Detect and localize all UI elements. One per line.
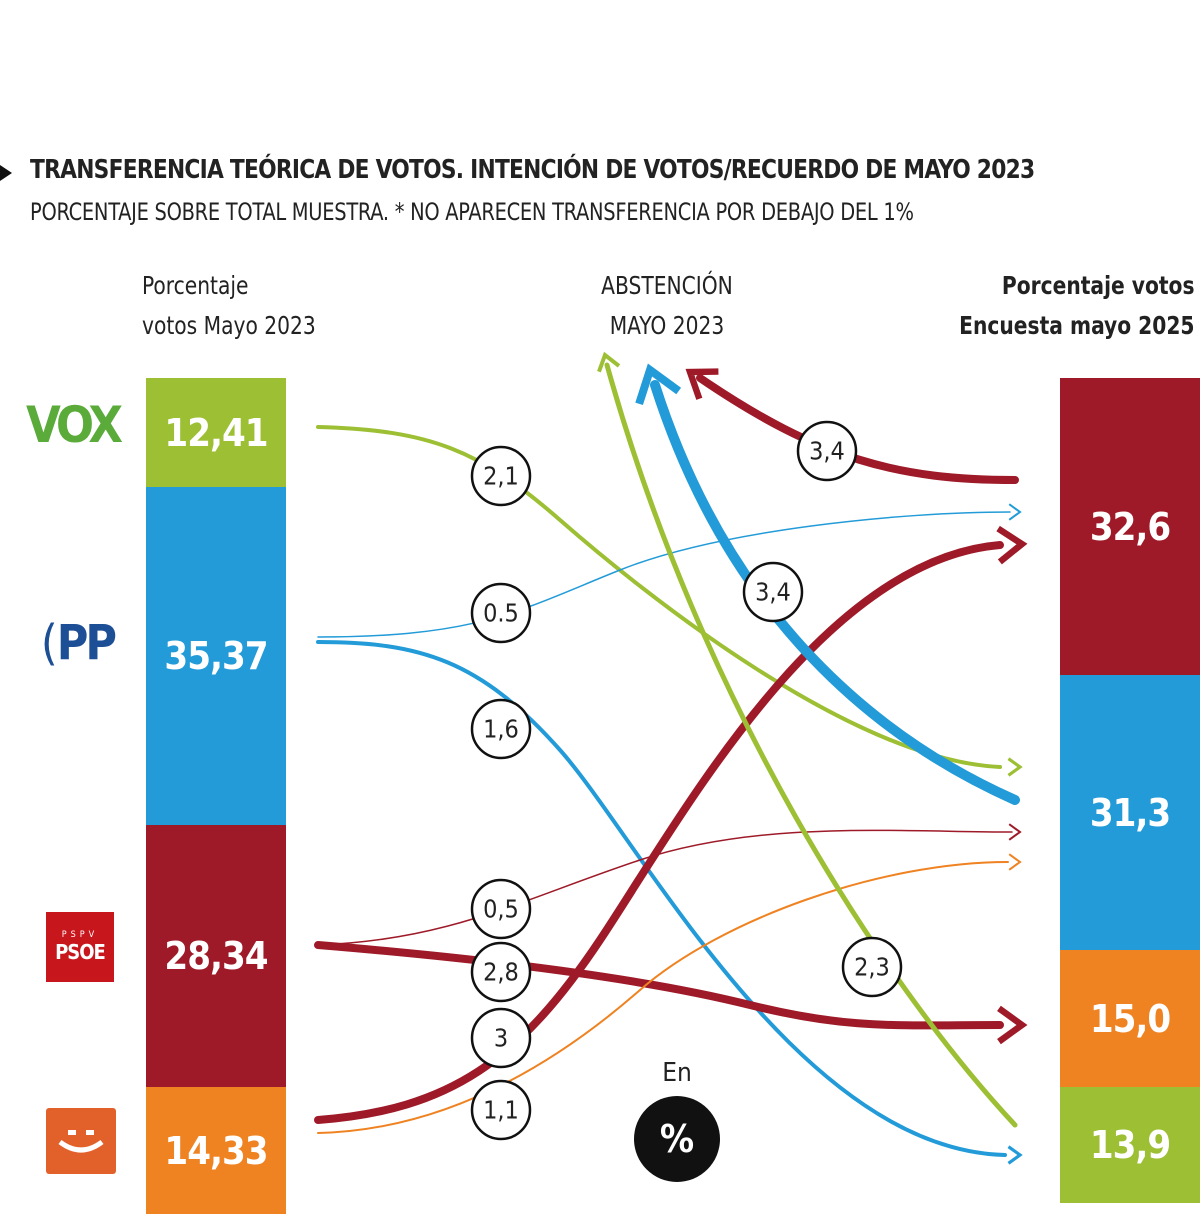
flow-pspv-psoe-to-pp: 0,5 [317, 823, 1022, 946]
unit-caption: En [662, 1058, 692, 1088]
vox-logo: VOX [20, 395, 125, 455]
flow-abstencio-n-to-pp-line [650, 380, 1020, 805]
left-bar-compromis: 14,33 [146, 1087, 286, 1214]
arrowhead-icon [1008, 853, 1022, 871]
right-header: Porcentaje votos Encuesta mayo 2025 [960, 266, 1195, 346]
arrowhead-icon [996, 525, 1028, 565]
flow-abstencio-n-to-pspv-psoe-line [696, 374, 1019, 484]
flow-value-label: 1,1 [483, 1096, 519, 1125]
right-bar-compromis: 15,0 [1060, 950, 1200, 1087]
flow-value-label: 0,5 [483, 895, 519, 924]
flow-abstencio-n-to-pspv-psoe: 3,4 [685, 368, 1019, 484]
percent-badge: % [634, 1096, 720, 1182]
flow-value-label: 0.5 [483, 599, 519, 628]
flow-abstencio-n-to-vox: 2,3 [597, 351, 1018, 1128]
flow-value-circle [796, 420, 858, 482]
flow-pp-to-vox: 1,6 [316, 640, 1023, 1165]
right-bar-pp: 31,3 [1060, 675, 1200, 950]
arrowhead-icon [1008, 823, 1022, 841]
flow-value-label: 3,4 [809, 437, 845, 466]
flow-value-circle [470, 1079, 532, 1141]
flow-value-label: 3 [494, 1024, 508, 1053]
right-bar-psoe: 32,6 [1060, 378, 1200, 675]
flow-compromi-s-to-pspv-psoe-line [314, 541, 1004, 1124]
flow-value-circle [470, 878, 532, 940]
subtitle: PORCENTAJE SOBRE TOTAL MUESTRA. * NO APA… [30, 198, 914, 226]
flow-pp-to-pspv-psoe-line [317, 511, 1011, 638]
arrowhead-icon [1007, 757, 1023, 777]
flow-value-circle [470, 941, 532, 1003]
flow-value-label: 1,6 [483, 715, 519, 744]
flow-compromi-s-to-pp-line [317, 861, 1009, 1134]
left-bar-vox: 12,41 [146, 378, 286, 487]
flow-abstencio-n-to-pp: 3,4 [635, 363, 1020, 805]
flow-pp-to-vox-line [316, 640, 1007, 1157]
flow-compromi-s-to-pp: 1,1 [317, 853, 1022, 1141]
pp-logo-text: PP [56, 614, 117, 671]
flow-pspv-psoe-to-compromi-s-line [314, 941, 1004, 1030]
bar-value: 35,37 [164, 634, 268, 678]
left-header: Porcentaje votos Mayo 2023 [142, 266, 316, 346]
bullet-triangle-icon [0, 165, 12, 181]
arrowhead-icon [685, 368, 719, 400]
arrowhead-icon [1007, 1145, 1023, 1165]
flow-value-label: 2,1 [483, 462, 519, 491]
psoe-logo-text: PSOE [55, 940, 106, 964]
bar-value: 12,41 [164, 410, 268, 455]
flow-value-circle [742, 561, 804, 623]
percent-symbol: % [659, 1117, 695, 1161]
vox-logo-text: VOX [25, 396, 123, 454]
title: TRANSFERENCIA TEÓRICA DE VOTOS. INTENCIÓ… [30, 155, 1035, 185]
flow-compromi-s-to-pspv-psoe: 3 [314, 525, 1028, 1124]
arrowhead-icon [635, 363, 682, 406]
psoe-logo-small: PSPV [61, 930, 99, 940]
right-header-line: Encuesta mayo 2025 [959, 311, 1195, 340]
left-bar-psoe: 28,34 [146, 825, 286, 1087]
flow-pp-to-pspv-psoe: 0.5 [317, 503, 1022, 644]
right-bar-vox: 13,9 [1060, 1087, 1200, 1203]
left-header-line: Porcentaje [142, 271, 249, 300]
arrowhead-icon [997, 1005, 1028, 1045]
center-header: ABSTENCIÓN MAYO 2023 [577, 266, 757, 346]
center-header-line: ABSTENCIÓN [601, 271, 733, 300]
right-header-line: Porcentaje votos [1002, 271, 1195, 300]
arrowhead-icon [597, 351, 621, 373]
bar-value: 28,34 [164, 934, 268, 978]
psoe-logo: PSPV PSOE [46, 912, 114, 982]
bar-value: 32,6 [1089, 504, 1171, 549]
bar-value: 13,9 [1089, 1123, 1171, 1167]
bar-value: 15,0 [1089, 996, 1171, 1041]
arrowhead-icon [1008, 503, 1022, 521]
flow-pspv-psoe-to-compromi-s: 2,8 [314, 941, 1028, 1045]
left-bar-pp: 35,37 [146, 487, 286, 825]
bar-value: 31,3 [1089, 790, 1171, 835]
compromis-smile-logo-icon [46, 1108, 116, 1174]
flow-value-circle [470, 445, 532, 507]
flow-value-label: 2,8 [483, 958, 519, 987]
center-header-line: MAYO 2023 [609, 311, 725, 340]
flow-value-circle [470, 698, 532, 760]
flow-value-circle [470, 582, 532, 644]
flow-value-label: 2,3 [854, 953, 890, 982]
flow-value-label: 3,4 [755, 578, 791, 607]
left-header-line: votos Mayo 2023 [142, 311, 316, 340]
pp-logo: (PP [40, 614, 117, 671]
flow-vox-to-pp-line [316, 425, 1002, 769]
flow-vox-to-pp: 2,1 [316, 425, 1023, 777]
flow-value-circle [470, 1007, 532, 1069]
bar-value: 14,33 [164, 1128, 268, 1173]
flow-pspv-psoe-to-pp-line [317, 829, 1013, 946]
flow-abstencio-n-to-vox-line [604, 362, 1018, 1128]
flow-value-circle [841, 936, 903, 998]
